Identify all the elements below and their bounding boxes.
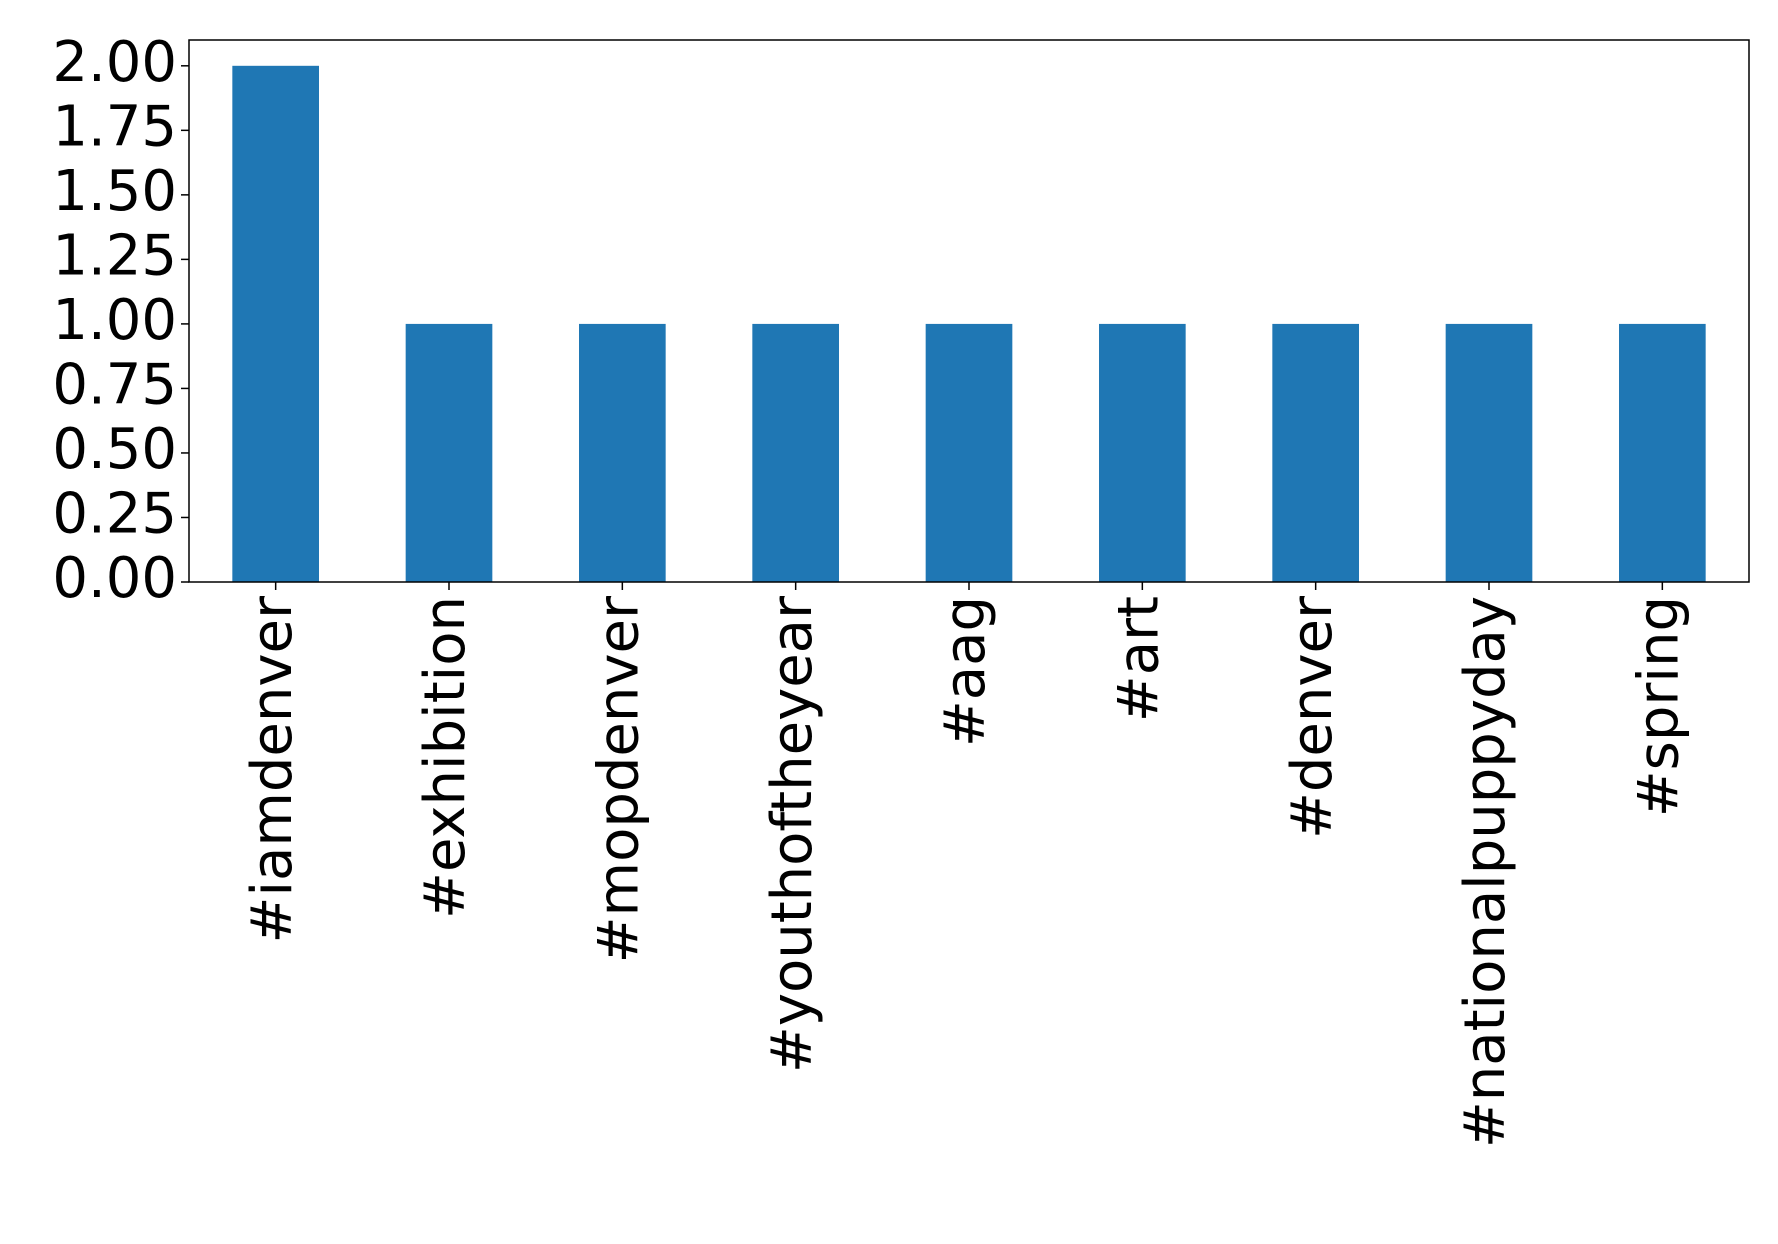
y-tick-label: 0.00 (52, 546, 177, 611)
bar (1272, 323, 1359, 582)
bar (752, 323, 839, 582)
x-tick-label: #nationalpuppyday (1453, 596, 1518, 1148)
y-tick-label: 0.75 (52, 353, 177, 418)
plot-frame (188, 39, 1750, 583)
x-tick-label: #art (1106, 596, 1171, 722)
bar (1619, 323, 1706, 582)
bar (579, 323, 666, 582)
bar (1099, 323, 1186, 582)
bar (925, 323, 1013, 582)
x-tick-label: #spring (1626, 596, 1691, 817)
y-tick-label: 0.25 (52, 482, 177, 547)
y-tick-label: 0.50 (52, 417, 177, 482)
x-tick-label: #youthoftheyear (760, 595, 825, 1073)
y-tick-label: 1.25 (52, 224, 177, 289)
bar (405, 323, 493, 582)
y-tick-label: 1.75 (52, 94, 177, 159)
x-tick-label: #aag (933, 596, 998, 747)
x-tick-label: #exhibition (413, 596, 478, 919)
y-tick-label: 2.00 (52, 30, 177, 95)
y-tick-label: 1.50 (52, 159, 177, 224)
x-tick-label: #iamdenver (240, 595, 305, 943)
y-tick-label: 1.00 (52, 288, 177, 353)
bar (232, 65, 319, 583)
x-tick-label: #denver (1280, 595, 1345, 839)
bar (1445, 323, 1533, 582)
x-tick-label: #mopdenver (586, 595, 651, 963)
